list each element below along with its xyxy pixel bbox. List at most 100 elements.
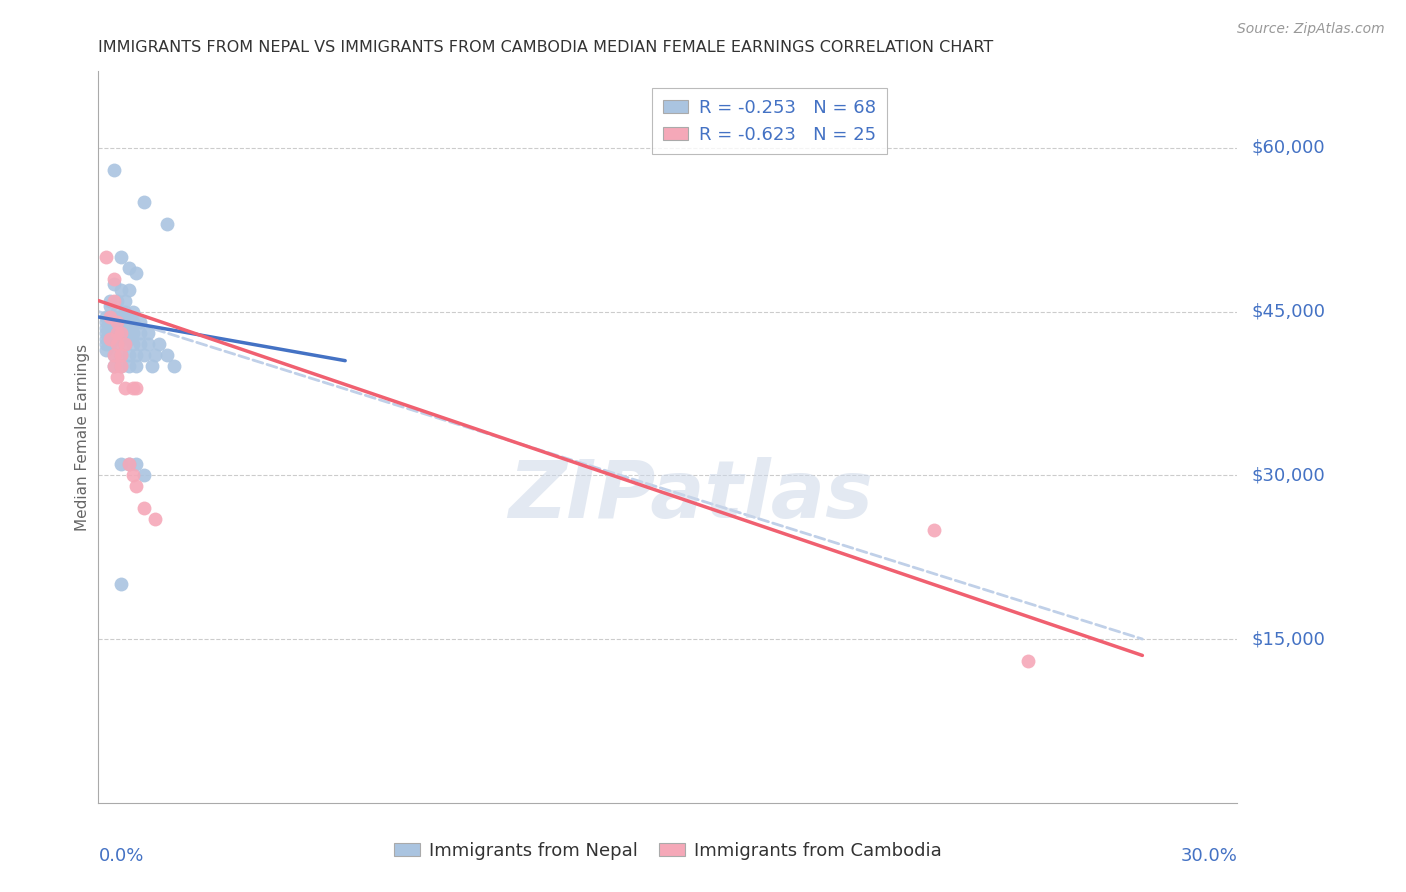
Point bbox=[107, 337, 129, 351]
Point bbox=[110, 359, 132, 373]
Point bbox=[98, 299, 121, 313]
Point bbox=[110, 359, 132, 373]
Point bbox=[141, 359, 163, 373]
Text: 30.0%: 30.0% bbox=[1181, 847, 1237, 864]
Point bbox=[103, 293, 125, 308]
Point bbox=[118, 283, 141, 297]
Point bbox=[98, 326, 121, 341]
Point bbox=[103, 348, 125, 362]
Point bbox=[94, 326, 117, 341]
Point bbox=[118, 458, 141, 472]
Text: 0.0%: 0.0% bbox=[98, 847, 143, 864]
Point bbox=[114, 293, 136, 308]
Point bbox=[136, 337, 159, 351]
Point bbox=[98, 332, 121, 346]
Point bbox=[98, 337, 121, 351]
Point bbox=[118, 260, 141, 275]
Point bbox=[94, 250, 117, 264]
Point bbox=[118, 310, 141, 324]
Point bbox=[125, 359, 148, 373]
Point bbox=[94, 315, 117, 329]
Point bbox=[125, 348, 148, 362]
Point bbox=[110, 332, 132, 346]
Point bbox=[156, 348, 179, 362]
Point bbox=[107, 326, 129, 341]
Point bbox=[103, 321, 125, 335]
Point bbox=[103, 272, 125, 286]
Point bbox=[129, 315, 152, 329]
Point bbox=[148, 337, 170, 351]
Point bbox=[125, 381, 148, 395]
Point bbox=[121, 381, 143, 395]
Point bbox=[136, 326, 159, 341]
Point bbox=[114, 304, 136, 318]
Point bbox=[118, 359, 141, 373]
Point bbox=[114, 337, 136, 351]
Point bbox=[103, 332, 125, 346]
Point bbox=[114, 315, 136, 329]
Point bbox=[103, 359, 125, 373]
Point bbox=[114, 326, 136, 341]
Point bbox=[110, 326, 132, 341]
Point bbox=[94, 321, 117, 335]
Point bbox=[121, 468, 143, 483]
Point bbox=[94, 337, 117, 351]
Point bbox=[118, 458, 141, 472]
Point bbox=[103, 162, 125, 177]
Text: $45,000: $45,000 bbox=[1251, 302, 1326, 320]
Point bbox=[107, 304, 129, 318]
Text: $30,000: $30,000 bbox=[1251, 467, 1324, 484]
Point bbox=[1018, 654, 1040, 668]
Point bbox=[110, 283, 132, 297]
Text: ZIPatlas: ZIPatlas bbox=[508, 457, 873, 534]
Point bbox=[121, 315, 143, 329]
Point bbox=[118, 348, 141, 362]
Point bbox=[110, 310, 132, 324]
Point bbox=[110, 458, 132, 472]
Point bbox=[94, 310, 117, 324]
Point bbox=[125, 266, 148, 280]
Point bbox=[107, 337, 129, 351]
Point bbox=[118, 321, 141, 335]
Point bbox=[132, 468, 155, 483]
Point bbox=[98, 315, 121, 329]
Text: IMMIGRANTS FROM NEPAL VS IMMIGRANTS FROM CAMBODIA MEDIAN FEMALE EARNINGS CORRELA: IMMIGRANTS FROM NEPAL VS IMMIGRANTS FROM… bbox=[98, 40, 994, 55]
Point bbox=[114, 381, 136, 395]
Point bbox=[145, 348, 167, 362]
Point bbox=[132, 195, 155, 210]
Point bbox=[107, 293, 129, 308]
Point bbox=[129, 337, 152, 351]
Point bbox=[118, 332, 141, 346]
Point bbox=[107, 370, 129, 384]
Point bbox=[103, 348, 125, 362]
Point bbox=[98, 310, 121, 324]
Point bbox=[103, 277, 125, 292]
Point bbox=[107, 315, 129, 329]
Point bbox=[145, 512, 167, 526]
Point bbox=[103, 310, 125, 324]
Point bbox=[98, 293, 121, 308]
Point bbox=[121, 304, 143, 318]
Point bbox=[107, 315, 129, 329]
Point bbox=[132, 501, 155, 516]
Point bbox=[110, 348, 132, 362]
Y-axis label: Median Female Earnings: Median Female Earnings bbox=[75, 343, 90, 531]
Point bbox=[94, 343, 117, 357]
Point bbox=[110, 577, 132, 591]
Point bbox=[129, 326, 152, 341]
Point bbox=[156, 217, 179, 231]
Text: Source: ZipAtlas.com: Source: ZipAtlas.com bbox=[1237, 22, 1385, 37]
Point bbox=[121, 326, 143, 341]
Point bbox=[114, 337, 136, 351]
Legend: Immigrants from Nepal, Immigrants from Cambodia: Immigrants from Nepal, Immigrants from C… bbox=[387, 835, 949, 867]
Point bbox=[110, 250, 132, 264]
Text: $60,000: $60,000 bbox=[1251, 139, 1324, 157]
Point bbox=[922, 523, 945, 537]
Point bbox=[163, 359, 186, 373]
Point bbox=[121, 337, 143, 351]
Point bbox=[125, 479, 148, 493]
Point bbox=[110, 321, 132, 335]
Point bbox=[110, 348, 132, 362]
Point bbox=[132, 348, 155, 362]
Text: $15,000: $15,000 bbox=[1251, 630, 1324, 648]
